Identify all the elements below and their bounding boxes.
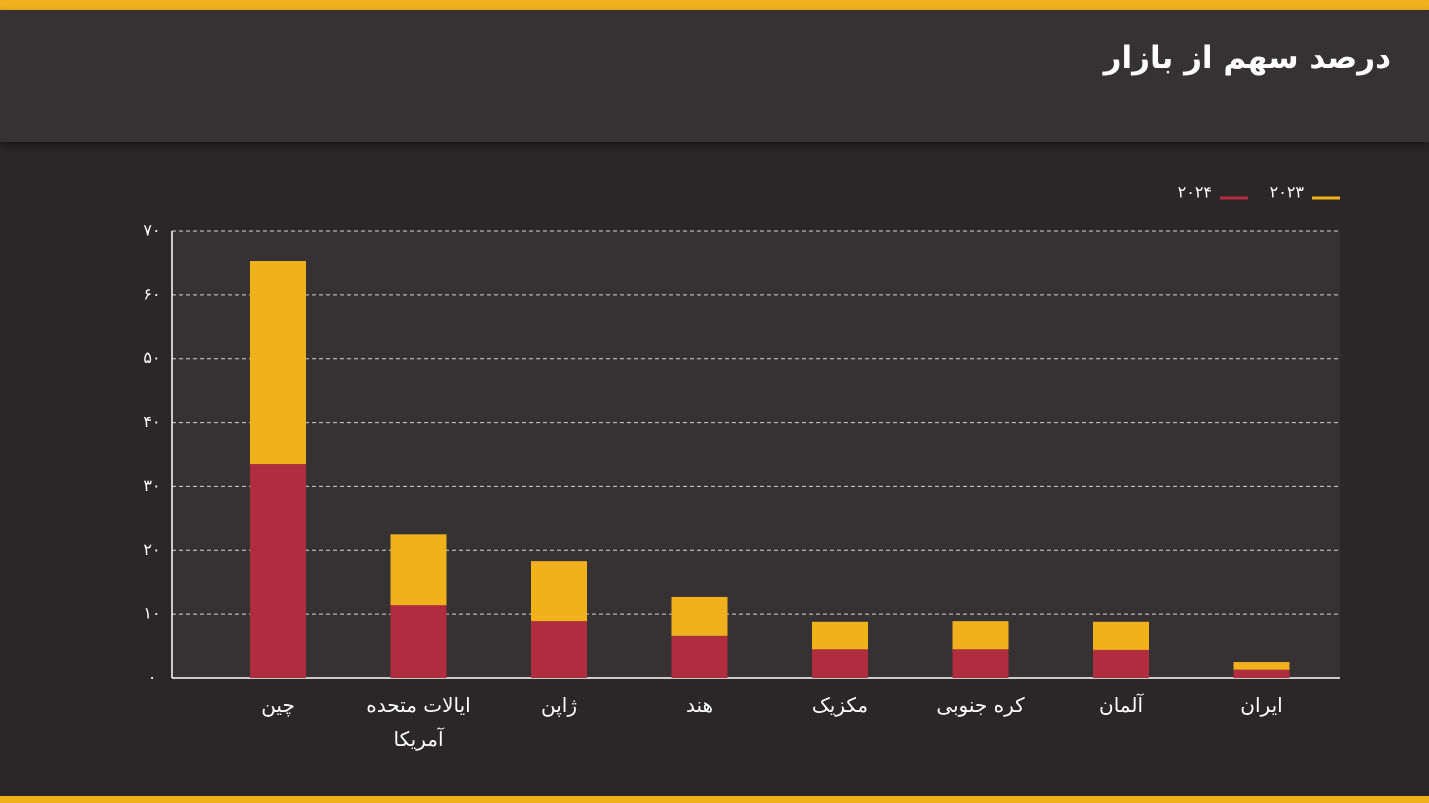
bar-segment [812, 621, 868, 650]
x-tick-label: کره جنوبی [936, 693, 1025, 717]
x-tick-label: هند [685, 693, 714, 717]
y-tick-label: ۶۰ [143, 284, 160, 303]
y-tick-label: ۰ [148, 668, 157, 687]
bar-segment [390, 605, 447, 678]
x-tick-label: مکزیک [811, 693, 869, 717]
bar-segment [1233, 662, 1290, 670]
bar-segment [812, 649, 868, 678]
bar-segment [952, 621, 1009, 650]
y-tick-label: ۵۰ [143, 348, 160, 367]
x-tick-label: ژاپن [540, 693, 577, 717]
y-tick-label: ۲۰ [143, 540, 160, 559]
x-tick-label: ایران [1240, 693, 1283, 717]
bar-segment [952, 649, 1009, 678]
bar-segment [531, 621, 587, 678]
y-tick-label: ۳۰ [143, 476, 160, 495]
y-tick-label: ۱۰ [143, 604, 160, 623]
y-tick-label: ۴۰ [143, 412, 160, 431]
x-tick-label: ایالات متحده آمریکا [366, 693, 471, 751]
bar-segment [671, 635, 728, 678]
bar-segment [1093, 649, 1149, 678]
legend-label: ۲۰۲۳ [1270, 183, 1305, 202]
chart-title: درصد سهم از بازار [1103, 40, 1391, 76]
bar-segment [531, 561, 587, 622]
legend-label: ۲۰۲۴ [1178, 183, 1212, 202]
plot-area [172, 231, 1340, 678]
bar-segment [1233, 669, 1290, 678]
bottom-stripe [0, 796, 1429, 803]
bar-segment [250, 464, 306, 678]
top-stripe [0, 0, 1429, 10]
bar-segment [390, 534, 447, 606]
x-tick-label: چین [261, 693, 295, 717]
bar-segment [250, 261, 306, 465]
header: درصد سهم از بازار [0, 10, 1429, 142]
y-tick-label: ۷۰ [143, 221, 160, 240]
bar-segment [1093, 621, 1149, 650]
bar-segment [671, 596, 728, 636]
x-tick-label: آلمان [1099, 693, 1143, 717]
